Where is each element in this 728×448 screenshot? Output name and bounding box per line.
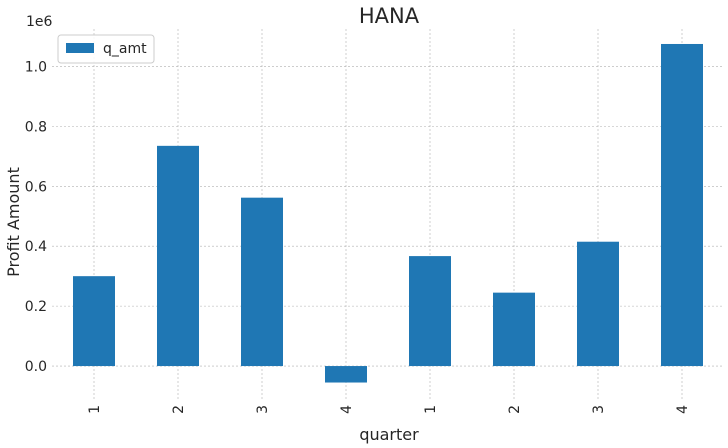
bar bbox=[73, 276, 115, 367]
legend-box bbox=[57, 34, 155, 64]
y-tick-label: 0.8 bbox=[25, 119, 47, 135]
bar bbox=[661, 43, 703, 367]
x-axis-ticks: 1 2 3 4 1 2 3 4 bbox=[87, 405, 691, 414]
x-tick-label: 1 bbox=[423, 405, 439, 414]
bar-series bbox=[73, 43, 703, 383]
y-tick-label: 1.0 bbox=[25, 59, 47, 75]
x-tick-label: 3 bbox=[591, 405, 607, 414]
bar bbox=[325, 366, 367, 383]
bar bbox=[493, 292, 535, 367]
bar bbox=[157, 145, 199, 367]
x-tick-label: 4 bbox=[675, 405, 691, 414]
y-tick-label: 0.4 bbox=[25, 239, 47, 255]
y-tick-label: 0.2 bbox=[25, 299, 47, 315]
legend-swatch bbox=[66, 43, 94, 53]
y-axis-label: Profit Amount bbox=[4, 167, 23, 277]
chart-title: HANA bbox=[359, 4, 420, 28]
y-tick-label: 0.0 bbox=[25, 359, 47, 375]
legend: q_amt bbox=[57, 34, 155, 64]
x-tick-label: 1 bbox=[87, 405, 103, 414]
bar bbox=[577, 241, 619, 367]
bar bbox=[409, 256, 451, 367]
y-axis-offset-label: 1e6 bbox=[26, 14, 53, 30]
y-tick-label: 0.6 bbox=[25, 179, 47, 195]
y-axis-ticks: 0.0 0.2 0.4 0.6 0.8 1.0 bbox=[25, 59, 47, 375]
x-tick-label: 2 bbox=[171, 405, 187, 414]
x-tick-label: 3 bbox=[255, 405, 271, 414]
legend-label: q_amt bbox=[103, 41, 147, 57]
x-tick-label: 2 bbox=[507, 405, 523, 414]
x-axis-label: quarter bbox=[359, 425, 419, 444]
grid-lines bbox=[52, 29, 724, 399]
x-tick-label: 4 bbox=[339, 405, 355, 414]
bar bbox=[241, 197, 283, 367]
